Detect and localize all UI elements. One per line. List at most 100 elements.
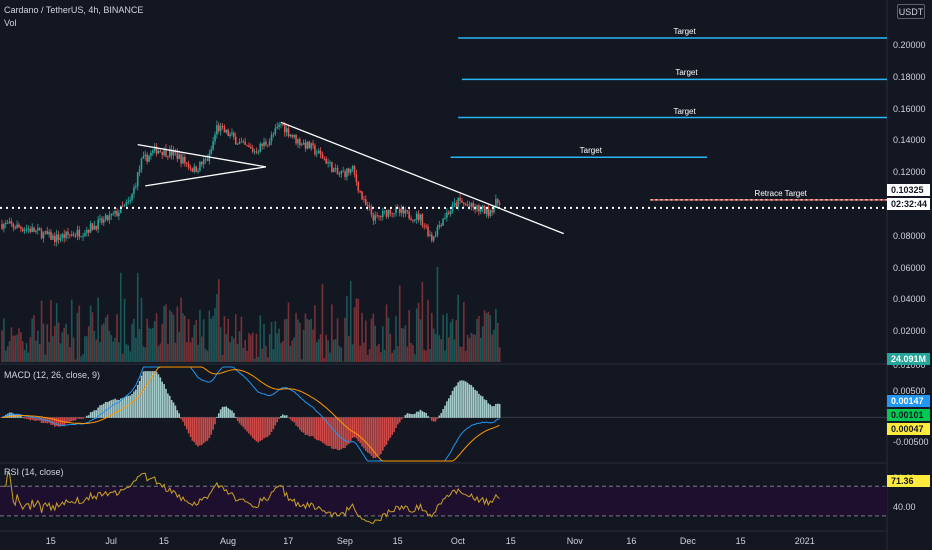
macd-histogram-bar [112, 399, 115, 418]
signal-value-badge: 0.00101 [887, 409, 930, 421]
volume-bar [104, 317, 107, 362]
macd-histogram-bar [421, 411, 424, 418]
signal-line [1, 366, 500, 462]
volume-bar [10, 327, 13, 362]
candle-body [123, 204, 126, 207]
candle-body [227, 129, 229, 136]
candle-body [291, 134, 294, 137]
candle-body [153, 146, 156, 151]
macd-pane [0, 366, 887, 462]
macd-histogram-bar [327, 417, 329, 447]
volume-bar [121, 354, 124, 362]
volume-bar [412, 344, 414, 362]
macd-histogram-bar [361, 417, 363, 447]
candle-body [430, 234, 433, 241]
candle-body [210, 149, 213, 154]
volume-bar [280, 343, 282, 362]
volume-bar [340, 347, 343, 362]
macd-histogram-bar [412, 414, 414, 418]
volume-bars [1, 267, 501, 362]
macd-histogram-bar [381, 417, 384, 451]
candle-body [348, 168, 350, 173]
macd-histogram-bar [152, 371, 154, 418]
volume-bar [135, 337, 137, 362]
volume-bar [383, 349, 386, 362]
currency-button[interactable]: USDT [897, 4, 925, 19]
macd-histogram-bar [285, 415, 288, 418]
candle-body [21, 228, 24, 232]
macd-histogram-bar [31, 417, 33, 420]
candle-body [184, 156, 186, 164]
macd-histogram-bar [447, 398, 450, 418]
volume-bar [244, 340, 246, 362]
macd-histogram-bar [414, 413, 416, 418]
macd-histogram-bar [29, 417, 32, 421]
candle-body [87, 229, 90, 233]
volume-bar [331, 304, 333, 362]
candle-body [378, 215, 380, 217]
volume-bar [167, 343, 169, 362]
candle-body [455, 202, 458, 207]
macd-histogram-bar [246, 417, 248, 432]
volume-bar [240, 316, 243, 362]
volume-bar [123, 298, 126, 362]
volume-bar [374, 325, 377, 362]
macd-histogram-bar [363, 417, 365, 449]
volume-bar [214, 307, 216, 362]
volume-bar [16, 334, 18, 362]
candle-body [110, 213, 113, 216]
volume-bar [187, 319, 190, 362]
volume-bar [112, 341, 115, 362]
volume-bar [489, 315, 492, 362]
candle-body [383, 210, 386, 212]
candle-body [440, 225, 443, 227]
macd-histogram-bar [385, 417, 388, 445]
volume-bar [165, 304, 167, 362]
candle-body [299, 139, 301, 146]
volume-bar [44, 354, 47, 362]
symbol-title: Cardano / TetherUS, 4h, BINANCE [4, 5, 144, 15]
macd-histogram-bar [485, 400, 488, 418]
volume-bar [444, 350, 446, 362]
macd-histogram-bar [184, 417, 186, 426]
volume-bar [479, 337, 482, 362]
volume-bar [185, 342, 188, 362]
candle-body [429, 234, 431, 236]
candle-body [189, 167, 192, 169]
volume-bar [491, 334, 493, 362]
macd-histogram-bar [89, 412, 92, 418]
macd-histogram-bar [27, 417, 30, 420]
volume-bar [285, 318, 288, 362]
trendline [145, 166, 267, 187]
macd-histogram-bar [135, 389, 137, 418]
volume-bar [368, 349, 371, 362]
volume-bar [308, 319, 311, 362]
candle-body [93, 225, 96, 230]
candle-body [415, 213, 418, 220]
volume-bar [415, 308, 418, 362]
volume-bar [84, 336, 86, 362]
volume-bar [453, 339, 456, 362]
macd-histogram-bar [453, 387, 456, 418]
macd-histogram-bar [180, 417, 182, 419]
macd-histogram-bar [461, 380, 463, 418]
volume-bar [157, 345, 160, 362]
volume-bar [425, 350, 427, 362]
macd-histogram-bar [280, 416, 282, 418]
candle-body [250, 146, 252, 149]
candle-body [487, 206, 490, 216]
candle-body [366, 205, 369, 207]
volume-bar [429, 348, 431, 362]
macd-histogram-bar [148, 371, 150, 418]
candle-body [402, 208, 405, 214]
volume-bar [376, 346, 378, 362]
candle-body [157, 150, 160, 154]
candle-body [287, 128, 290, 137]
candle-body [86, 229, 88, 234]
macd-histogram-bar [415, 411, 418, 418]
macd-histogram-bar [129, 395, 131, 418]
rsi-value-badge: 71.36 [887, 475, 930, 487]
macd-histogram-bar [351, 417, 354, 438]
macd-value-badge: 0.00147 [887, 395, 930, 407]
